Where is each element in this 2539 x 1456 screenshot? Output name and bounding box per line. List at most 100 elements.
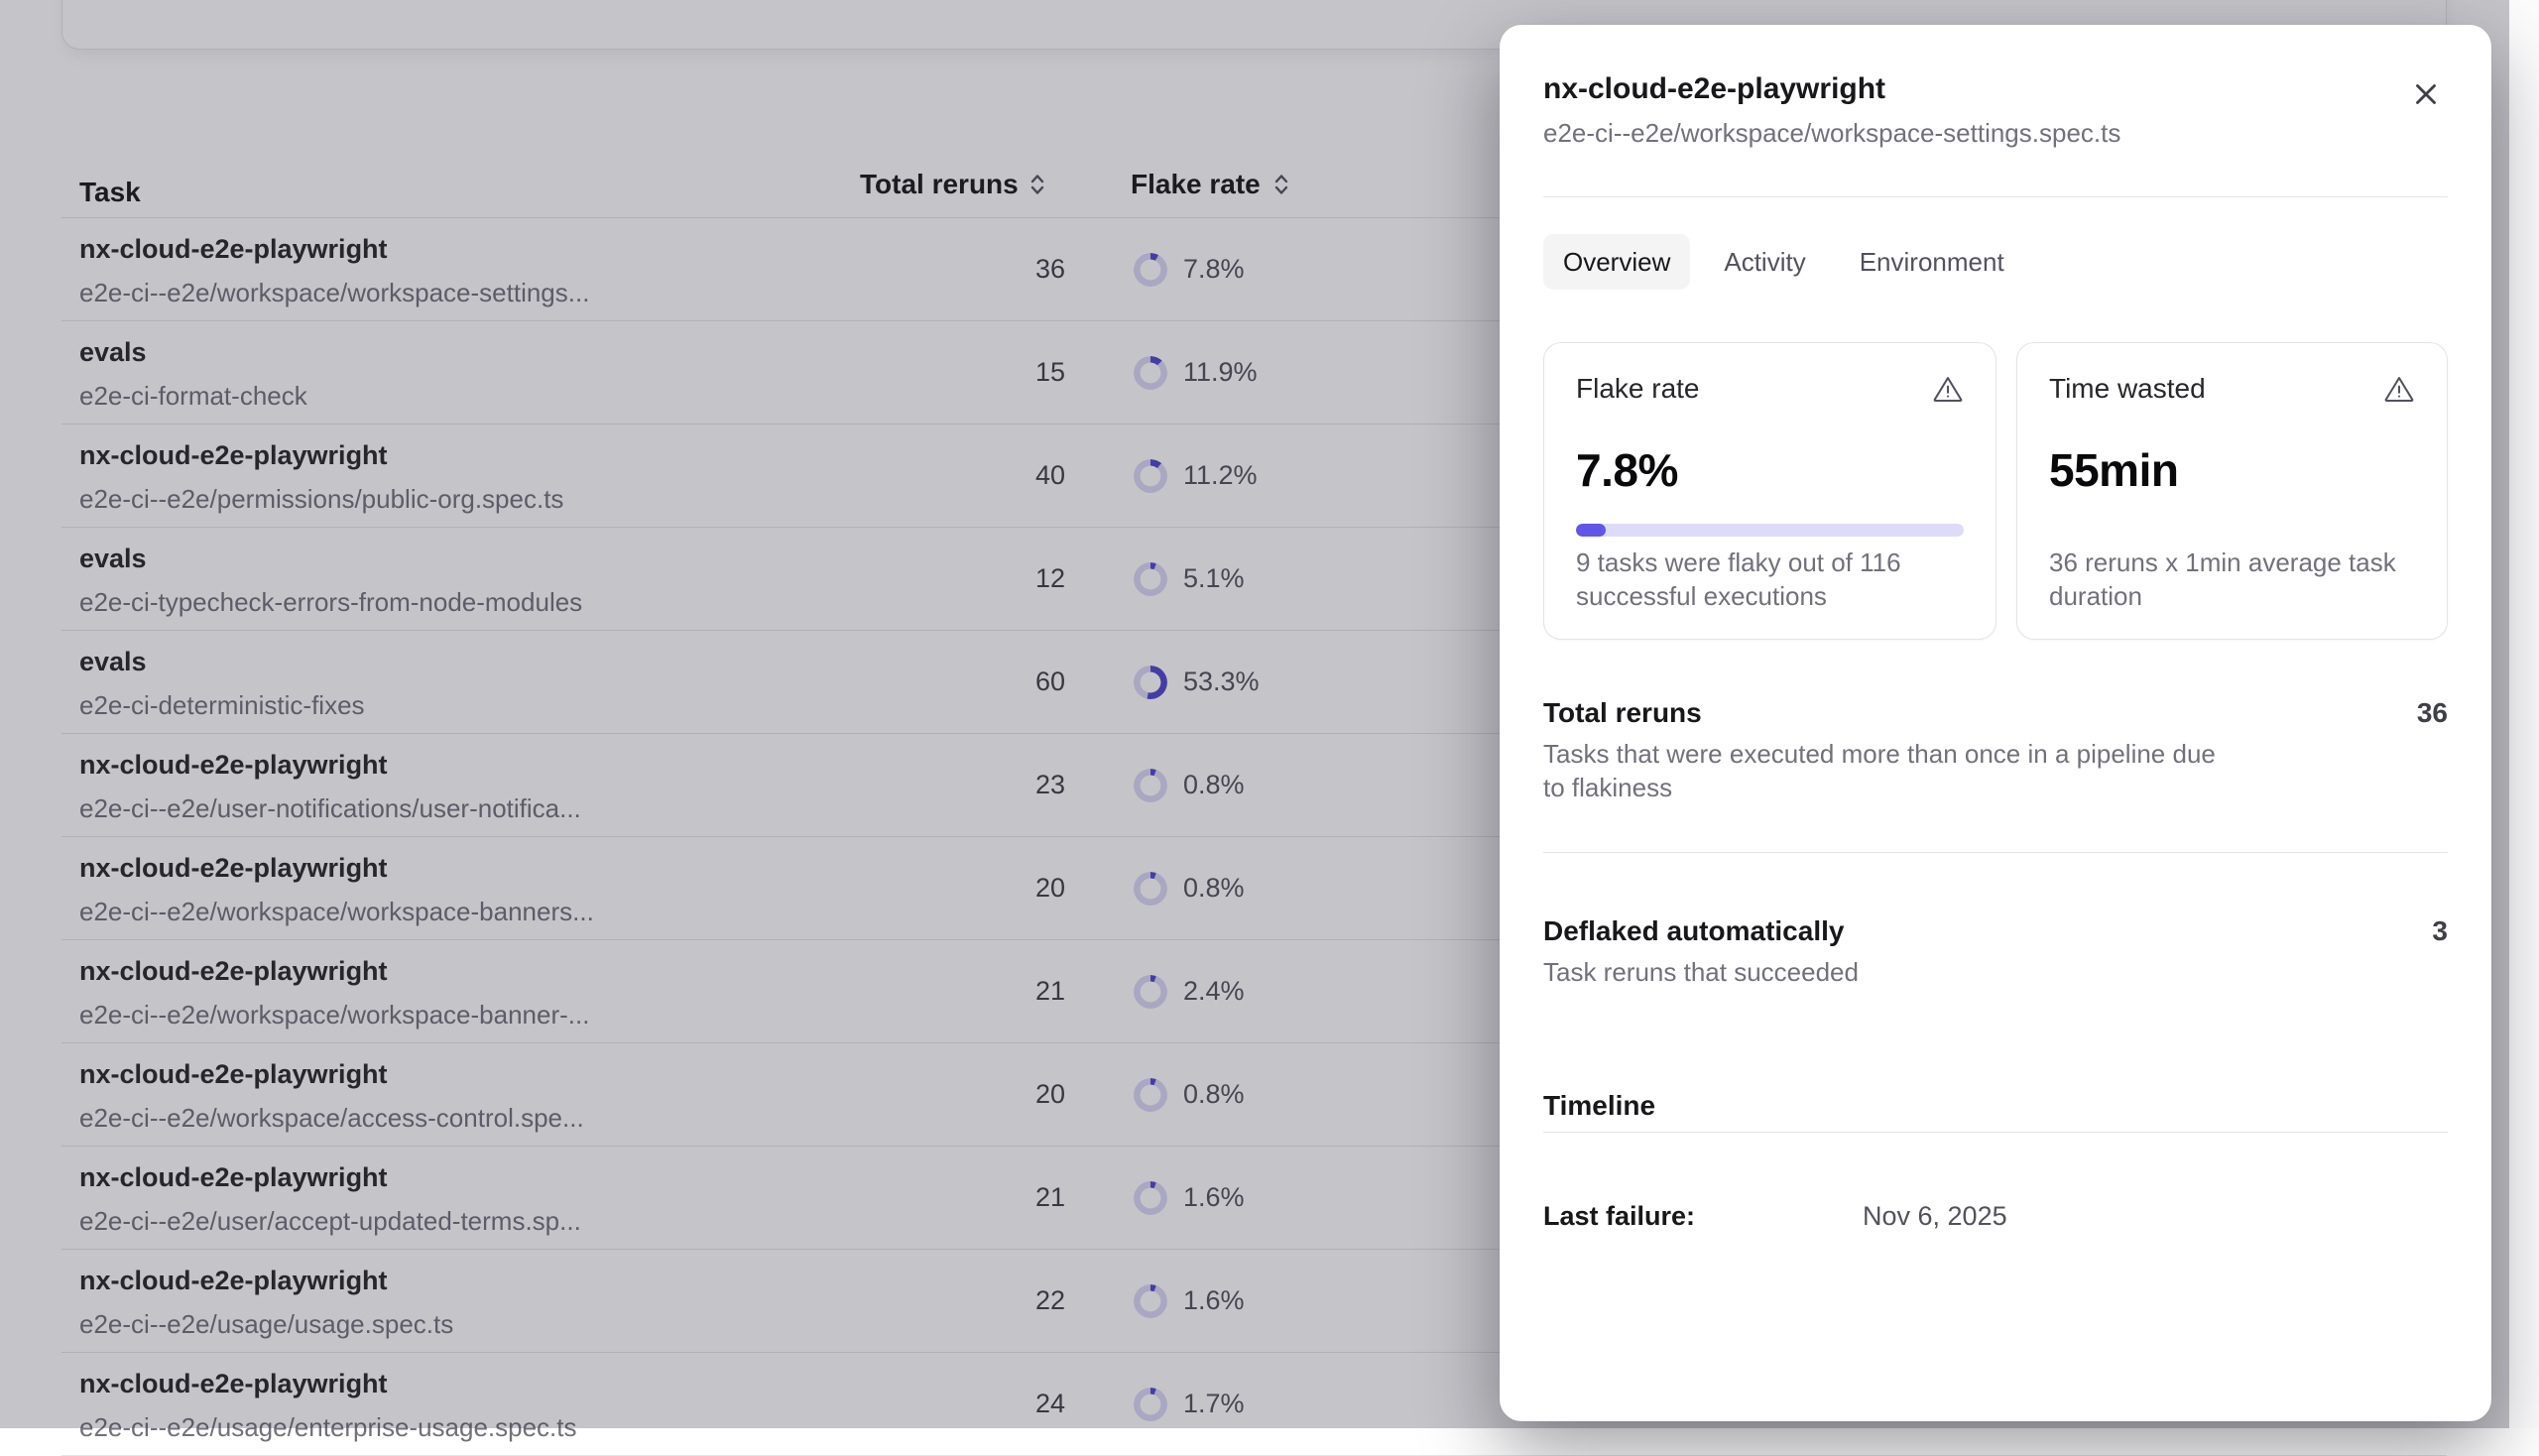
flake-rate-donut-icon (1134, 252, 1167, 287)
table-row[interactable]: nx-cloud-e2e-playwright e2e-ci--e2e/usag… (61, 1250, 2447, 1353)
flake-rate-big-value: 7.8% (1576, 444, 1678, 496)
column-header-total-reruns-label: Total reruns (860, 169, 1019, 199)
flake-rate-donut-icon (1134, 768, 1167, 802)
panel-header: nx-cloud-e2e-playwright e2e-ci--e2e/work… (1543, 25, 2448, 197)
table-row[interactable]: nx-cloud-e2e-playwright e2e-ci--e2e/user… (61, 734, 2447, 837)
total-reruns-label: Total reruns (1543, 697, 1702, 728)
total-reruns-value: 20 (1034, 873, 1065, 903)
deflaked-description: Task reruns that succeeded (1543, 957, 1859, 987)
flake-rate-donut-icon (1134, 1283, 1167, 1318)
task-target: e2e-ci-typecheck-errors-from-node-module… (79, 587, 583, 617)
page-scrollbar-track[interactable] (2509, 0, 2539, 1428)
panel-title: nx-cloud-e2e-playwright (1543, 72, 1886, 105)
task-target: e2e-ci-deterministic-fixes (79, 690, 365, 720)
table-row[interactable]: evals e2e-ci-typecheck-errors-from-node-… (61, 528, 2447, 631)
task-name: nx-cloud-e2e-playwright (79, 750, 388, 780)
stat-cards: Flake rate 7.8% 9 tasks were flaky out o… (1543, 342, 2448, 640)
flake-rate-value: 7.8% (1183, 254, 1245, 284)
sort-icon[interactable] (1028, 172, 1046, 197)
flake-rate-card-title: Flake rate (1576, 373, 1700, 404)
sort-icon[interactable] (1272, 172, 1290, 197)
total-reruns-value: 22 (1034, 1285, 1065, 1315)
total-reruns-value: 15 (1034, 357, 1065, 387)
tab-environment[interactable]: Environment (1840, 234, 2024, 290)
divider (1543, 852, 2448, 853)
last-failure-row: Last failure: Nov 6, 2025 (1543, 1198, 2448, 1234)
flake-rate-progress-fill (1576, 524, 1607, 537)
flake-rate-donut-icon (1134, 974, 1167, 1009)
total-reruns-value: 21 (1034, 976, 1065, 1006)
deflaked-label: Deflaked automatically (1543, 915, 1845, 946)
table-row[interactable]: nx-cloud-e2e-playwright e2e-ci--e2e/work… (61, 940, 2447, 1043)
deflaked-value: 3 (2432, 915, 2448, 946)
panel-tabs: Overview Activity Environment (1543, 234, 2448, 290)
total-reruns-value: 36 (2416, 697, 2448, 728)
flake-rate-donut-icon (1134, 355, 1167, 390)
task-name: evals (79, 337, 147, 367)
task-target: e2e-ci--e2e/workspace/access-control.spe… (79, 1103, 584, 1133)
flaky-tasks-table: Task Total reruns Flake rate nx-c (61, 129, 2447, 1456)
task-target: e2e-ci--e2e/workspace/workspace-banners.… (79, 897, 594, 926)
table-row[interactable]: nx-cloud-e2e-playwright e2e-ci--e2e/work… (61, 218, 2447, 321)
table-row[interactable]: nx-cloud-e2e-playwright e2e-ci--e2e/perm… (61, 425, 2447, 528)
total-reruns-value: 20 (1034, 1079, 1065, 1109)
flake-rate-donut-icon (1134, 665, 1167, 699)
column-header-flake-rate[interactable]: Flake rate (1131, 169, 1290, 200)
table-header-row: Task Total reruns Flake rate (61, 129, 2447, 218)
table-row[interactable]: nx-cloud-e2e-playwright e2e-ci--e2e/user… (61, 1147, 2447, 1250)
flake-rate-donut-icon (1134, 1077, 1167, 1112)
total-reruns-stat: Total reruns 36 Tasks that were executed… (1543, 695, 2448, 804)
flake-rate-value: 0.8% (1183, 770, 1245, 799)
total-reruns-value: 12 (1034, 563, 1065, 593)
total-reruns-description: Tasks that were executed more than once … (1543, 739, 2216, 802)
warning-icon (1932, 373, 1964, 405)
time-wasted-card-description: 36 reruns x 1min average task duration (2049, 547, 2396, 611)
table-row[interactable]: nx-cloud-e2e-playwright e2e-ci--e2e/work… (61, 837, 2447, 940)
flake-rate-value: 11.2% (1183, 460, 1258, 490)
column-header-task: Task (79, 177, 141, 207)
close-button[interactable] (2404, 72, 2448, 116)
total-reruns-value: 23 (1034, 770, 1065, 799)
task-name: nx-cloud-e2e-playwright (79, 1059, 388, 1089)
timeline-heading: Timeline (1543, 1090, 1656, 1121)
task-target: e2e-ci--e2e/user-notifications/user-noti… (79, 793, 581, 823)
total-reruns-value: 60 (1034, 667, 1065, 696)
task-detail-panel: nx-cloud-e2e-playwright e2e-ci--e2e/work… (1500, 25, 2491, 1421)
flake-rate-donut-icon (1134, 458, 1167, 493)
deflaked-stat: Deflaked automatically 3 Task reruns tha… (1543, 913, 2448, 989)
time-wasted-card: Time wasted 55min 36 reruns x 1min avera… (2016, 342, 2448, 640)
task-table-body: nx-cloud-e2e-playwright e2e-ci--e2e/work… (61, 218, 2447, 1456)
panel-subtitle: e2e-ci--e2e/workspace/workspace-settings… (1543, 118, 2121, 148)
flake-rate-value: 5.1% (1183, 563, 1245, 593)
flake-rate-donut-icon (1134, 871, 1167, 906)
last-failure-value: Nov 6, 2025 (1863, 1201, 2007, 1231)
task-name: nx-cloud-e2e-playwright (79, 853, 388, 883)
task-name: evals (79, 647, 147, 676)
tab-activity[interactable]: Activity (1704, 234, 1825, 290)
column-header-flake-rate-label: Flake rate (1131, 169, 1261, 199)
tab-overview[interactable]: Overview (1543, 234, 1691, 290)
time-wasted-card-title: Time wasted (2049, 373, 2206, 404)
table-row[interactable]: evals e2e-ci-deterministic-fixes 60 53.3… (61, 631, 2447, 734)
flake-rate-card: Flake rate 7.8% 9 tasks were flaky out o… (1543, 342, 1996, 640)
task-target: e2e-ci--e2e/permissions/public-org.spec.… (79, 484, 564, 514)
flake-rate-donut-icon (1134, 1180, 1167, 1215)
task-target: e2e-ci--e2e/usage/usage.spec.ts (79, 1309, 454, 1339)
table-row[interactable]: nx-cloud-e2e-playwright e2e-ci--e2e/work… (61, 1043, 2447, 1147)
flake-rate-donut-icon (1134, 1387, 1167, 1421)
task-target: e2e-ci--e2e/workspace/workspace-settings… (79, 278, 590, 307)
flake-rate-value: 11.9% (1183, 357, 1258, 387)
flake-rate-value: 1.7% (1183, 1389, 1245, 1418)
task-name: nx-cloud-e2e-playwright (79, 440, 388, 470)
warning-icon (2383, 373, 2415, 405)
flake-rate-value: 0.8% (1183, 1079, 1245, 1109)
task-target: e2e-ci--e2e/workspace/workspace-banner-.… (79, 1000, 590, 1030)
task-name: nx-cloud-e2e-playwright (79, 1369, 388, 1398)
total-reruns-value: 24 (1034, 1389, 1065, 1418)
close-icon (2409, 77, 2443, 111)
total-reruns-value: 40 (1034, 460, 1065, 490)
column-header-total-reruns[interactable]: Total reruns (860, 169, 1046, 200)
table-row[interactable]: evals e2e-ci-format-check 15 11.9% (61, 321, 2447, 425)
flake-rate-donut-icon (1134, 561, 1167, 596)
flake-rate-value: 2.4% (1183, 976, 1245, 1006)
